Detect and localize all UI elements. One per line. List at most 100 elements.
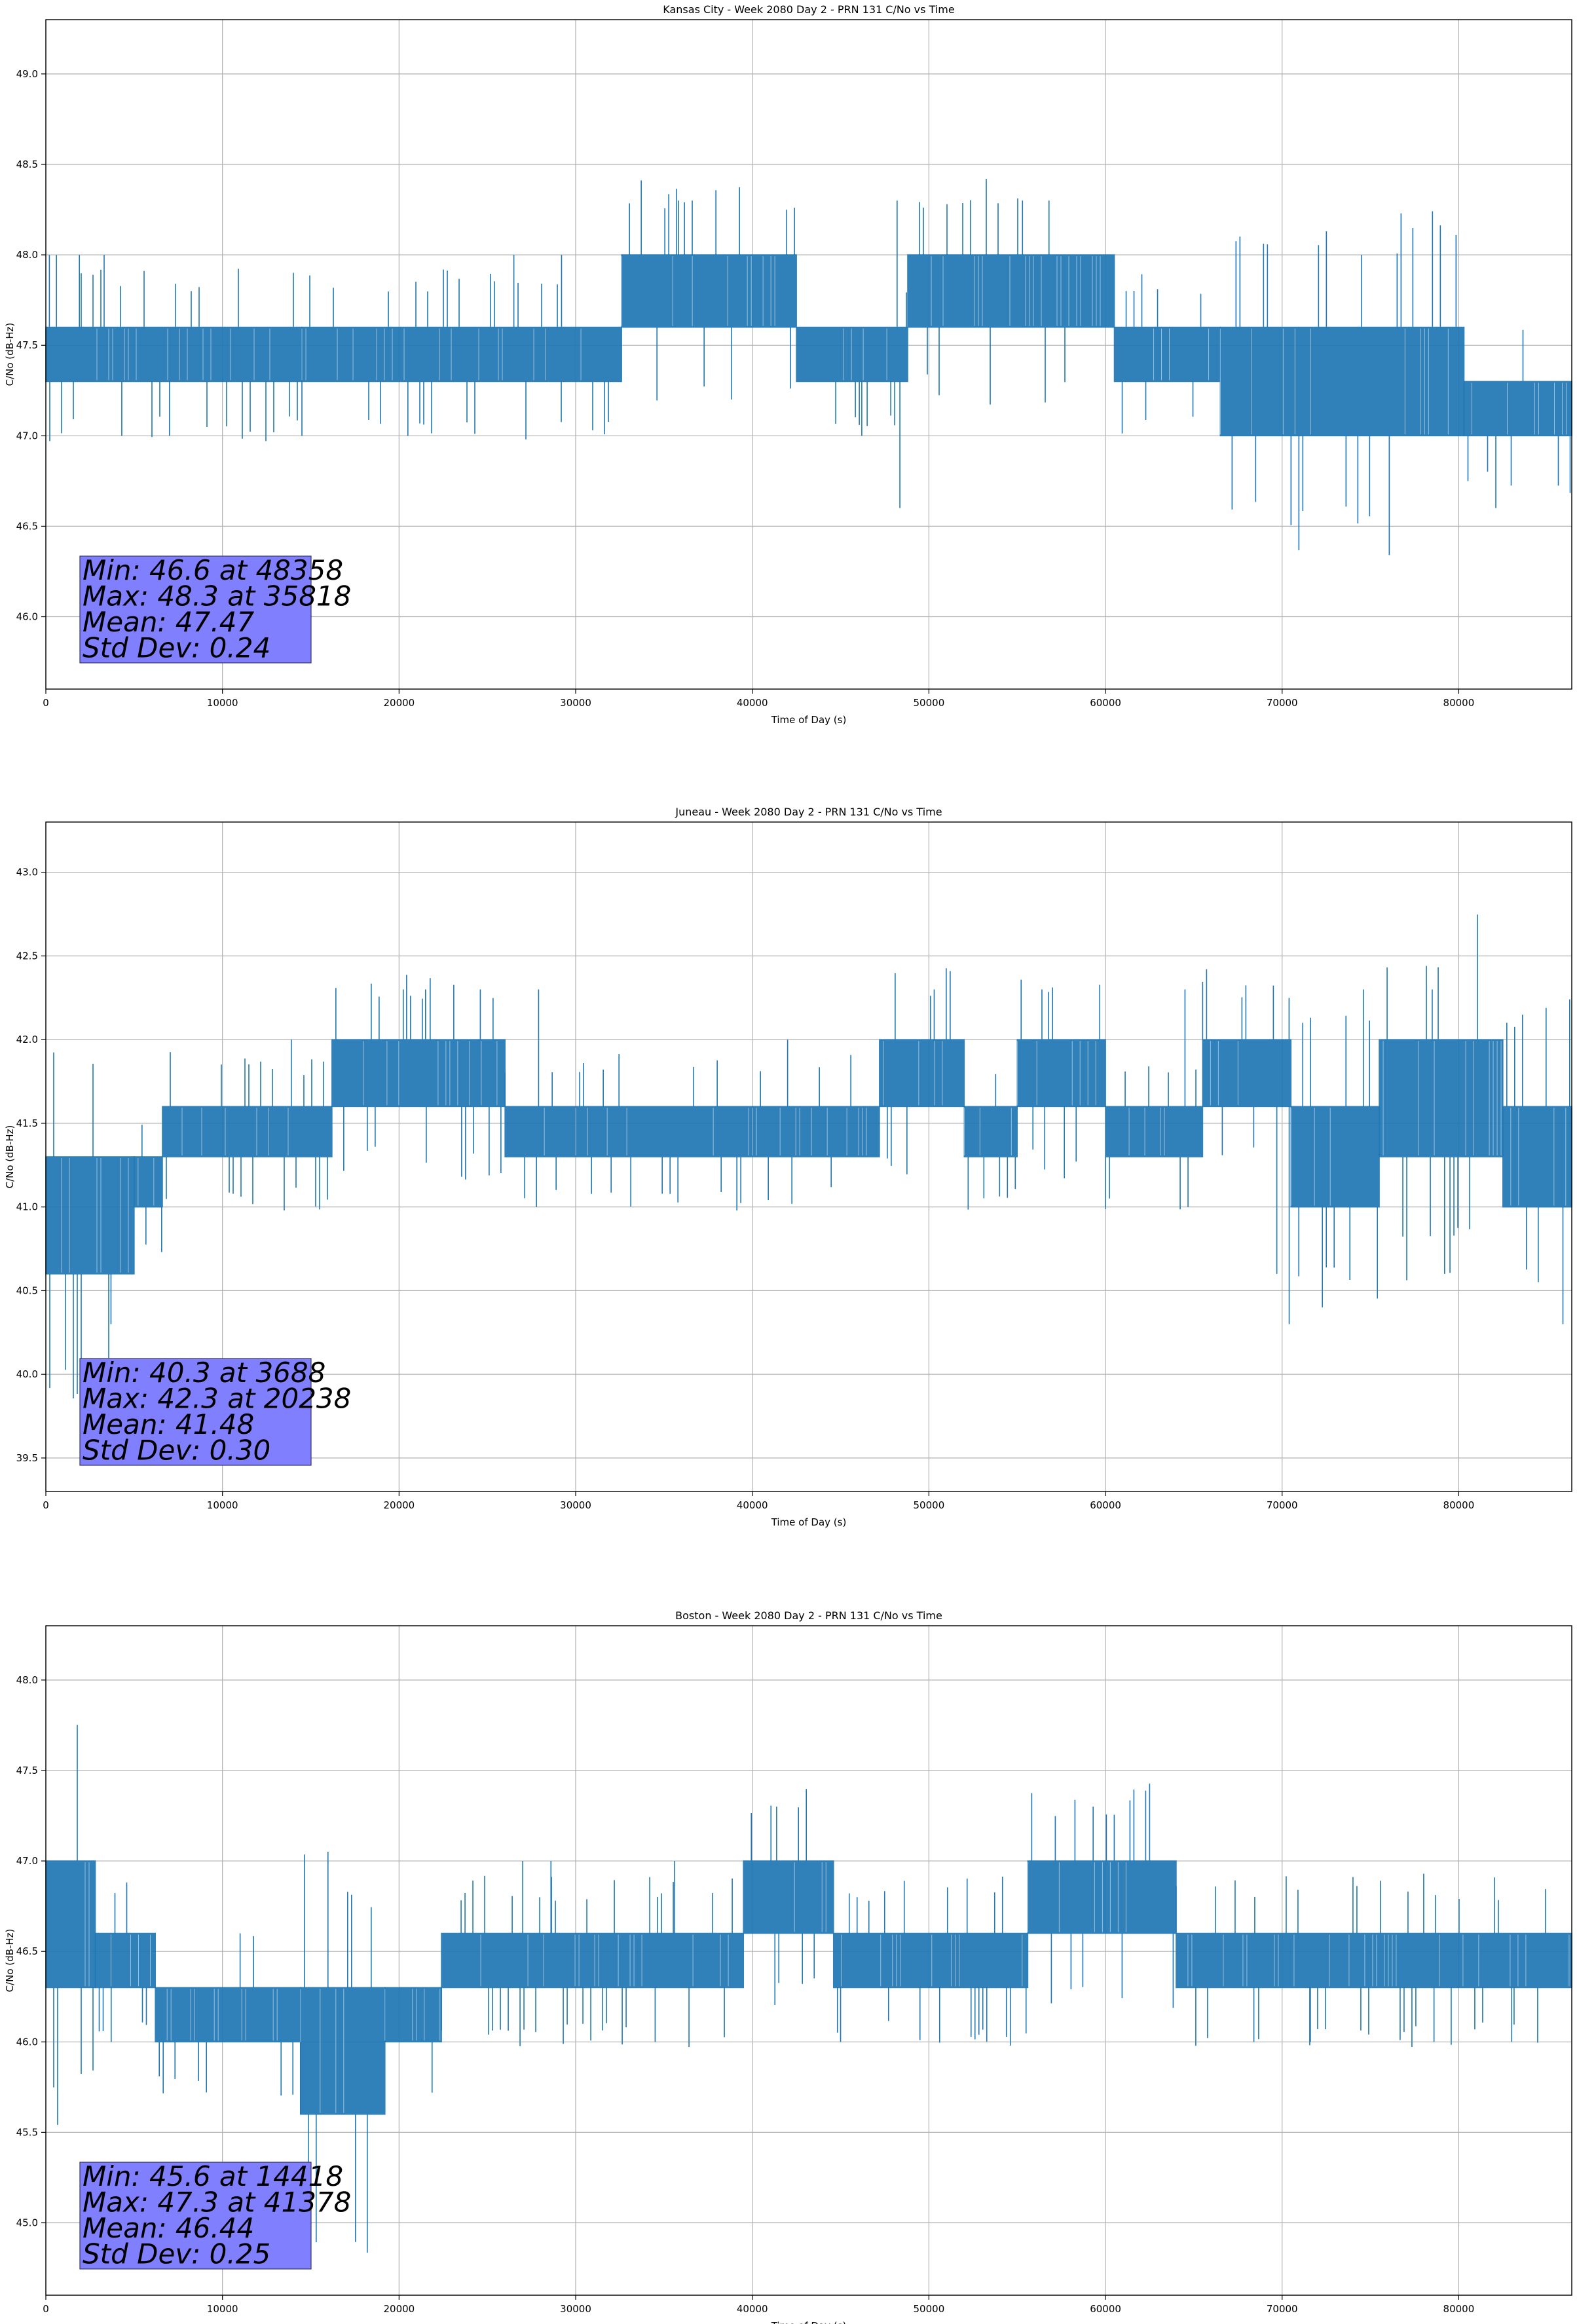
y-tick-label: 49.0 xyxy=(16,68,38,80)
data-band xyxy=(1290,1106,1380,1208)
plot-frame xyxy=(45,19,1572,690)
stats-line: Max: 47.3 at 41378 xyxy=(83,2186,351,2219)
data-series xyxy=(45,1725,1572,2253)
x-tick-label: 20000 xyxy=(383,1499,415,1511)
y-tick-label: 48.0 xyxy=(16,1674,38,1686)
data-band xyxy=(1105,1106,1204,1157)
data-band xyxy=(743,1860,834,1934)
data-band xyxy=(301,326,622,383)
x-tick-label: 70000 xyxy=(1267,1499,1298,1511)
stats-box xyxy=(79,1358,312,1466)
x-axis-label: Time of Day (s) xyxy=(771,1516,847,1528)
data-band xyxy=(384,1987,442,2043)
y-tick-label: 47.0 xyxy=(16,430,38,441)
chart-title: Boston - Week 2080 Day 2 - PRN 131 C/No … xyxy=(675,1609,942,1622)
chart-title: Kansas City - Week 2080 Day 2 - PRN 131 … xyxy=(663,3,954,16)
data-band xyxy=(1502,1106,1572,1208)
x-tick-label: 60000 xyxy=(1090,697,1121,709)
stats-line: Std Dev: 0.30 xyxy=(83,1434,270,1467)
y-tick-label: 41.0 xyxy=(16,1201,38,1213)
x-tick-label: 60000 xyxy=(1090,1499,1121,1511)
stats-line: Max: 48.3 at 35818 xyxy=(83,580,351,612)
chart-panel-2: Juneau - Week 2080 Day 2 - PRN 131 C/No … xyxy=(4,806,1572,1528)
data-band xyxy=(907,254,1115,328)
data-band xyxy=(134,1156,163,1208)
x-tick-label: 10000 xyxy=(207,697,238,709)
y-tick-label: 48.5 xyxy=(16,159,38,170)
data-band xyxy=(1463,381,1572,437)
data-series xyxy=(45,914,1572,1399)
stats-line: Min: 40.3 at 3688 xyxy=(83,1357,325,1389)
data-band xyxy=(300,1987,386,2115)
x-tick-label: 50000 xyxy=(914,1499,945,1511)
y-axis-label: C/No (dB-Hz) xyxy=(4,1125,16,1189)
stats-box xyxy=(79,555,312,664)
x-tick-label: 40000 xyxy=(737,1499,768,1511)
data-band xyxy=(155,1987,301,2043)
x-tick-label: 30000 xyxy=(560,2303,591,2315)
x-tick-label: 80000 xyxy=(1443,2303,1475,2315)
stats-line: Std Dev: 0.24 xyxy=(83,632,270,664)
stats-line: Mean: 47.47 xyxy=(83,606,254,638)
x-tick-label: 70000 xyxy=(1267,697,1298,709)
y-tick-label: 46.5 xyxy=(16,1945,38,1957)
data-band xyxy=(162,1106,333,1157)
chart-panel-1: Kansas City - Week 2080 Day 2 - PRN 131 … xyxy=(4,3,1572,726)
x-tick-label: 40000 xyxy=(737,2303,768,2315)
x-tick-label: 0 xyxy=(43,1499,49,1511)
data-band xyxy=(963,1106,1018,1157)
y-tick-label: 46.0 xyxy=(16,611,38,623)
x-tick-label: 80000 xyxy=(1443,697,1475,709)
data-band xyxy=(796,326,908,383)
stats-line: Mean: 41.48 xyxy=(83,1408,254,1440)
data-series xyxy=(45,179,1572,555)
data-band xyxy=(1176,1932,1572,1989)
y-tick-label: 45.5 xyxy=(16,2126,38,2138)
plot-frame xyxy=(45,1625,1572,2296)
x-tick-label: 10000 xyxy=(207,1499,238,1511)
x-tick-label: 30000 xyxy=(560,697,591,709)
y-tick-label: 42.0 xyxy=(16,1034,38,1045)
data-band xyxy=(1113,326,1221,383)
stats-box xyxy=(79,2162,312,2270)
x-tick-label: 30000 xyxy=(560,1499,591,1511)
stats-line: Min: 45.6 at 14418 xyxy=(83,2160,343,2192)
x-tick-label: 50000 xyxy=(914,2303,945,2315)
x-tick-label: 60000 xyxy=(1090,2303,1121,2315)
chart-title: Juneau - Week 2080 Day 2 - PRN 131 C/No … xyxy=(675,806,942,818)
y-axis-label: C/No (dB-Hz) xyxy=(4,1929,16,1993)
x-axis-label: Time of Day (s) xyxy=(771,714,847,726)
x-tick-label: 50000 xyxy=(914,697,945,709)
x-tick-label: 20000 xyxy=(383,2303,415,2315)
x-axis-label: Time of Day (s) xyxy=(771,2320,847,2324)
y-tick-label: 46.5 xyxy=(16,520,38,532)
data-band xyxy=(832,1932,1029,1989)
x-tick-label: 0 xyxy=(43,697,49,709)
x-tick-label: 80000 xyxy=(1443,1499,1475,1511)
stats-line: Max: 42.3 at 20238 xyxy=(83,1383,351,1415)
data-band xyxy=(45,1156,135,1275)
plot-frame xyxy=(45,821,1572,1492)
y-tick-label: 46.0 xyxy=(16,2036,38,2048)
y-tick-label: 41.5 xyxy=(16,1117,38,1129)
data-band xyxy=(879,1039,965,1108)
x-tick-label: 10000 xyxy=(207,2303,238,2315)
y-tick-label: 42.5 xyxy=(16,950,38,962)
data-band xyxy=(1219,326,1465,437)
stats-line: Min: 46.6 at 48358 xyxy=(83,554,343,586)
data-band xyxy=(441,1932,745,1989)
data-band xyxy=(1379,1039,1504,1157)
y-tick-label: 43.0 xyxy=(16,867,38,878)
x-tick-label: 20000 xyxy=(383,697,415,709)
data-band xyxy=(621,254,797,328)
data-band xyxy=(45,1860,96,1989)
y-tick-label: 48.0 xyxy=(16,249,38,261)
x-tick-label: 40000 xyxy=(737,697,768,709)
chart-panel-3: Boston - Week 2080 Day 2 - PRN 131 C/No … xyxy=(4,1609,1572,2324)
x-tick-label: 0 xyxy=(43,2303,49,2315)
y-tick-label: 40.0 xyxy=(16,1368,38,1380)
stats-line: Mean: 46.44 xyxy=(83,2212,254,2244)
data-band xyxy=(331,1039,506,1108)
data-band xyxy=(45,326,303,383)
y-axis-label: C/No (dB-Hz) xyxy=(4,323,16,386)
